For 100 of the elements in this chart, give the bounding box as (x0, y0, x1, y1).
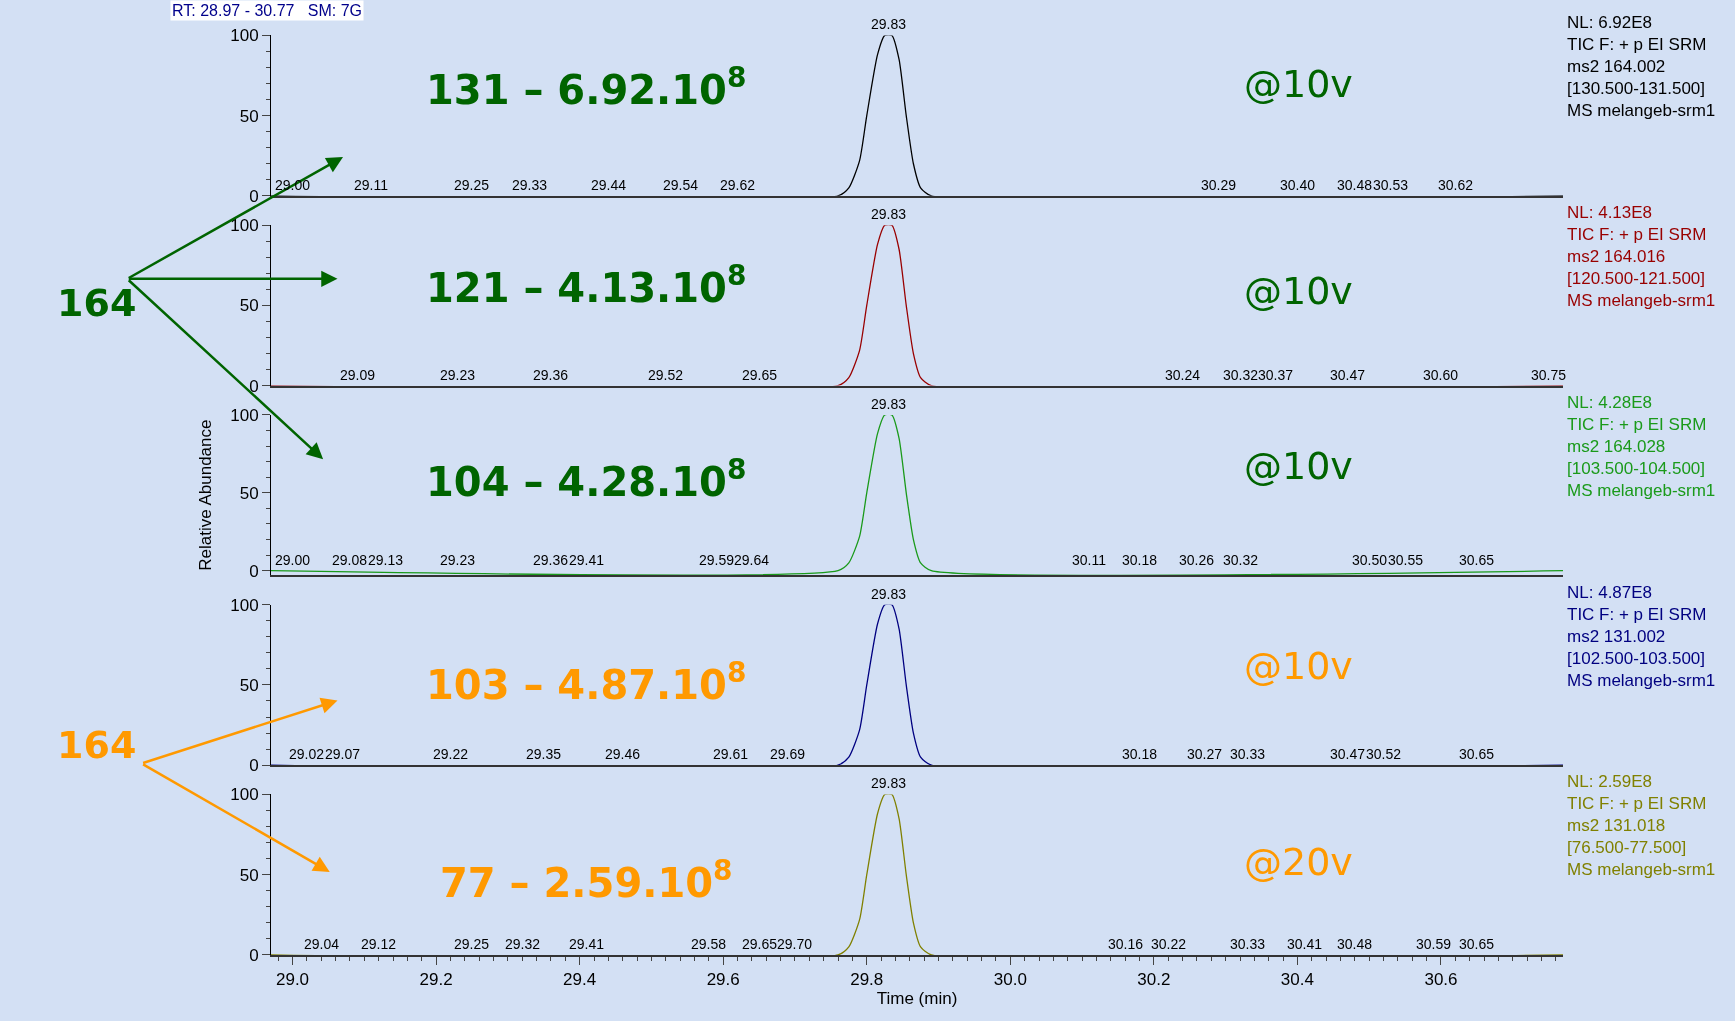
y-tick-label: 0 (249, 376, 259, 396)
annotation: 29.04 (304, 936, 340, 952)
annotation: 30.18 (1122, 746, 1158, 762)
annotation: 29.13 (368, 552, 404, 568)
y-tick-label: 0 (249, 756, 259, 776)
annotation: 29.70 (777, 936, 813, 952)
annotation: 30.40 (1280, 177, 1316, 193)
annotation: @10v (1244, 444, 1353, 488)
annotation: 30.65 (1459, 936, 1495, 952)
annotation: 29.23 (440, 552, 476, 568)
annotation: 104 – 4.28.10$^{8}$ (426, 453, 747, 505)
annotation: 29.09 (340, 367, 376, 383)
annotation: 30.18 (1122, 552, 1158, 568)
annotation: 29.83 (871, 16, 907, 32)
annotation: 29.11 (354, 177, 389, 193)
x-tick-label: 29.2 (419, 970, 453, 990)
annotation: @10v (1244, 62, 1353, 106)
annotation: 30.27 (1187, 746, 1223, 762)
annotation: 30.47 (1330, 367, 1366, 383)
annotation: 30.65 (1459, 746, 1495, 762)
annotation: 29.08 (332, 552, 368, 568)
line-series (271, 794, 1563, 955)
annotation: 29.36 (533, 552, 569, 568)
annotation: 30.29 (1201, 177, 1237, 193)
text: RT: 28.97 - 30.77 SM: 7G (172, 2, 363, 19)
annotation: @10v (1244, 644, 1353, 688)
annotation: 29.83 (871, 206, 907, 222)
y-tick-label: 50 (239, 106, 259, 126)
annotation: 29.22 (433, 746, 469, 762)
annotation: 29.44 (591, 177, 627, 193)
annotation: 29.52 (648, 367, 684, 383)
y-tick-label: 100 (230, 26, 259, 46)
x-tick-label: 30.6 (1424, 970, 1458, 990)
annotation: 30.32 (1223, 367, 1259, 383)
annotation: 29.36 (533, 367, 569, 383)
annotation: 30.47 (1330, 746, 1366, 762)
annotation: 29.00 (275, 552, 311, 568)
annotation: 29.46 (605, 746, 641, 762)
text: NL: 6.92E8 TIC F: + p EI SRM ms2 164.002 [130.500-131.500] MS melangeb-srm1 (1567, 13, 1716, 121)
annotation: 29.69 (770, 746, 806, 762)
annotation: 29.54 (663, 177, 699, 193)
y-tick-label: 0 (249, 561, 259, 581)
annotation: 30.26 (1179, 552, 1215, 568)
y-tick-label: 100 (230, 785, 259, 805)
annotation: 30.52 (1366, 746, 1402, 762)
annotation: 121 – 4.13.10$^{8}$ (426, 259, 747, 311)
annotation: 131 – 6.92.10$^{8}$ (426, 61, 747, 113)
annotation: 30.16 (1108, 936, 1144, 952)
annotation: 30.65 (1459, 552, 1495, 568)
text: NL: 2.59E8 TIC F: + p EI SRM ms2 131.018 [76.500-77.500] MS melangeb-srm1 (1567, 772, 1716, 880)
annotation: 30.60 (1423, 367, 1459, 383)
annotation: 29.25 (454, 177, 490, 193)
annotation: 30.22 (1151, 936, 1187, 952)
annotation: @20v (1244, 840, 1353, 884)
x-tick-label: 29.8 (850, 970, 884, 990)
annotation: 29.25 (454, 936, 490, 952)
x-tick-label: 29.6 (706, 970, 740, 990)
annotation: 77 – 2.59.10$^{8}$ (440, 854, 733, 906)
annotation: 29.07 (325, 746, 361, 762)
annotation: 29.65 (742, 936, 778, 952)
annotation: 29.32 (505, 936, 541, 952)
annotation: 30.11 (1072, 552, 1107, 568)
y-tick-label: 50 (239, 865, 259, 885)
annotation: 30.50 (1352, 552, 1388, 568)
annotation: 29.23 (440, 367, 476, 383)
annotation: 29.64 (734, 552, 770, 568)
annotation: 103 – 4.87.10$^{8}$ (426, 656, 747, 708)
text: NL: 4.87E8 TIC F: + p EI SRM ms2 131.002 [102.500-103.500] MS melangeb-srm1 (1567, 583, 1716, 691)
annotation: 30.33 (1230, 936, 1266, 952)
annotation: 30.53 (1373, 177, 1409, 193)
y-tick-label: 0 (249, 945, 259, 965)
x-tick-label: 30.2 (1137, 970, 1171, 990)
annotation: 30.62 (1438, 177, 1474, 193)
annotation: 29.61 (713, 746, 749, 762)
x-axis-title: Time (min) (876, 989, 958, 1009)
annotation: 29.33 (512, 177, 548, 193)
y-tick-label: 0 (249, 186, 259, 206)
annotation: 30.55 (1388, 552, 1424, 568)
y-tick-label: 100 (230, 595, 259, 615)
y-tick-label: 50 (239, 483, 259, 503)
annotation: 29.35 (526, 746, 562, 762)
annotation: 29.41 (569, 936, 605, 952)
text: NL: 4.28E8 TIC F: + p EI SRM ms2 164.028 [103.500-104.500] MS melangeb-srm1 (1567, 393, 1716, 501)
y-tick-label: 100 (230, 405, 259, 425)
annotation: 30.48 (1337, 177, 1373, 193)
y-tick-label: 50 (239, 296, 259, 316)
y-tick-label: 100 (230, 216, 259, 236)
x-tick-label: 29.0 (275, 970, 310, 990)
text: 164 (57, 281, 137, 325)
annotation: 30.24 (1165, 367, 1201, 383)
x-tick-label: 30.0 (993, 970, 1027, 990)
annotation: 29.59 (699, 552, 735, 568)
annotation: 29.62 (720, 177, 756, 193)
annotation: 29.65 (742, 367, 778, 383)
y-tick-label: 50 (239, 675, 259, 695)
annotation: 30.75 (1531, 367, 1567, 383)
text: 164 (57, 723, 137, 767)
annotation: 29.12 (361, 936, 397, 952)
annotation: 29.83 (871, 396, 907, 412)
annotation: 30.41 (1287, 936, 1323, 952)
